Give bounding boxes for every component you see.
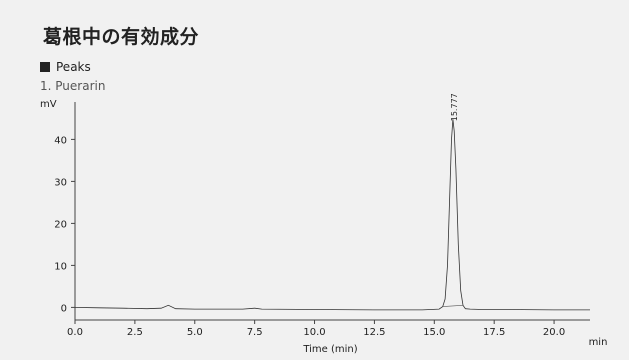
x-tick-label: 20.0: [543, 327, 565, 338]
page-title: 葛根中の有効成分: [43, 26, 200, 48]
x-tick-label: 10.0: [303, 327, 325, 338]
x-tick-label: 7.5: [247, 327, 263, 338]
y-tick-label: 30: [54, 177, 67, 188]
y-axis-unit-label: mV: [40, 99, 57, 110]
peaks-label: Peaks: [56, 60, 91, 74]
x-tick-label: 0.0: [67, 327, 83, 338]
x-tick-label: 2.5: [127, 327, 143, 338]
x-axis-unit-label: min: [589, 337, 608, 348]
peak-item-puerarin: 1. Puerarin: [40, 79, 106, 93]
x-tick-label: 17.5: [483, 327, 505, 338]
x-tick-label: 5.0: [187, 327, 203, 338]
peaks-legend-header: Peaks: [40, 60, 91, 74]
x-tick-label: 15.0: [423, 327, 445, 338]
x-axis-label: Time (min): [302, 344, 357, 355]
chromatogram-trace: [74, 119, 590, 311]
y-tick-label: 20: [54, 219, 67, 230]
peak-retention-label: 15.777: [450, 93, 459, 121]
peak-baseline: [442, 305, 464, 307]
y-tick-label: 40: [54, 135, 67, 146]
square-icon: [40, 62, 50, 72]
y-tick-label: 10: [54, 261, 67, 272]
y-tick-label: 0: [61, 303, 67, 314]
x-tick-label: 12.5: [363, 327, 385, 338]
